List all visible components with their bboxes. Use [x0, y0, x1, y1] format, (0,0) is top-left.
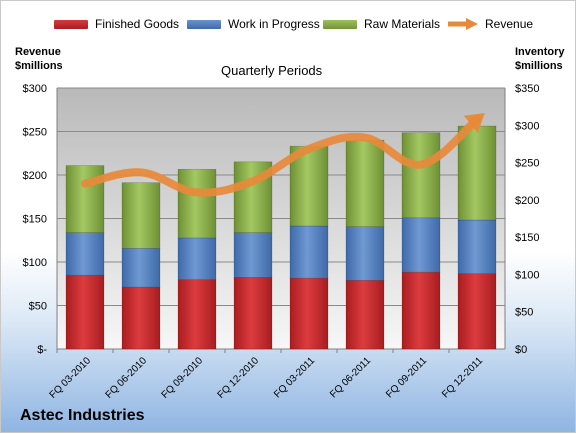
- bar-raw-materials: [345, 139, 385, 228]
- left-tick-label: $-: [37, 344, 47, 356]
- legend-swatch-finished-goods: [54, 19, 88, 29]
- bar-work-in-progress: [121, 248, 161, 288]
- right-axis-title-line1: Inventory: [515, 46, 565, 58]
- bar-work-in-progress: [401, 217, 441, 273]
- left-axis-title: Revenue $millions: [15, 45, 63, 73]
- legend-finished-goods: Finished Goods: [54, 15, 179, 33]
- category-label: FQ 03-2011: [272, 355, 317, 400]
- right-tick-label: $100: [515, 269, 539, 281]
- legend-revenue: Revenue: [447, 15, 533, 33]
- legend-label-raw-materials: Raw Materials: [364, 17, 441, 31]
- bar-raw-materials: [65, 165, 105, 233]
- legend-raw-materials: Raw Materials: [323, 15, 440, 33]
- revenue-arrowhead: [463, 113, 485, 133]
- legend-swatch-work-in-progress: [187, 19, 221, 29]
- left-tick-label: $200: [23, 170, 47, 182]
- bar-work-in-progress: [345, 226, 385, 281]
- category-label: FQ 03-2010: [48, 355, 94, 401]
- legend-label-work-in-progress: Work in Progress: [228, 17, 320, 31]
- bar-finished-goods: [401, 271, 441, 350]
- right-tick-label: $250: [515, 158, 539, 170]
- bar-work-in-progress: [177, 237, 217, 280]
- left-tick-label: $300: [23, 83, 47, 95]
- bar-finished-goods: [289, 277, 329, 350]
- company-name: Astec Industries: [20, 407, 145, 424]
- bar-finished-goods: [345, 280, 385, 350]
- bar-work-in-progress: [65, 232, 105, 276]
- category-label: FQ 12-2010: [216, 355, 262, 401]
- legend-revenue-arrow: [448, 18, 478, 30]
- right-tick-label: $50: [515, 307, 533, 319]
- left-tick-label: $50: [29, 301, 47, 313]
- legend-work-in-progress: Work in Progress: [187, 15, 320, 33]
- left-axis-title-line1: Revenue: [15, 46, 61, 58]
- bar-finished-goods: [177, 279, 217, 350]
- bar-work-in-progress: [289, 225, 329, 279]
- chart-subtitle: Quarterly Periods: [221, 63, 323, 78]
- category-label: FQ 06-2011: [328, 355, 373, 400]
- left-tick-label: $100: [23, 257, 47, 269]
- right-tick-label: $350: [515, 83, 539, 95]
- bar-raw-materials: [401, 132, 441, 219]
- right-axis-title-line2: $millions: [515, 60, 563, 72]
- category-label: FQ 09-2010: [160, 355, 206, 401]
- bar-finished-goods: [457, 273, 497, 350]
- bar-finished-goods: [121, 286, 161, 350]
- legend-label-revenue: Revenue: [485, 17, 534, 31]
- bar-finished-goods: [65, 274, 105, 350]
- left-axis-title-line2: $millions: [15, 60, 63, 72]
- revenue-line: [81, 115, 481, 197]
- category-label: FQ 06-2010: [104, 355, 150, 401]
- right-tick-label: $200: [515, 195, 539, 207]
- right-axis-title: Inventory $millions: [515, 45, 565, 73]
- left-tick-label: $250: [23, 127, 47, 139]
- right-tick-label: $0: [515, 344, 527, 356]
- bar-raw-materials: [121, 182, 161, 249]
- bar-work-in-progress: [233, 232, 273, 278]
- bar-raw-materials: [457, 125, 497, 221]
- left-tick-label: $150: [23, 214, 47, 226]
- right-tick-label: $300: [515, 120, 539, 132]
- legend-label-finished-goods: Finished Goods: [95, 17, 180, 31]
- bar-raw-materials: [289, 145, 329, 227]
- bar-raw-materials: [177, 168, 217, 239]
- right-tick-label: $150: [515, 232, 539, 244]
- bar-finished-goods: [233, 277, 273, 350]
- bar-work-in-progress: [457, 219, 497, 274]
- category-label: FQ 09-2011: [384, 355, 429, 400]
- legend-swatch-raw-materials: [323, 19, 357, 29]
- category-label: FQ 12-2011: [440, 355, 485, 400]
